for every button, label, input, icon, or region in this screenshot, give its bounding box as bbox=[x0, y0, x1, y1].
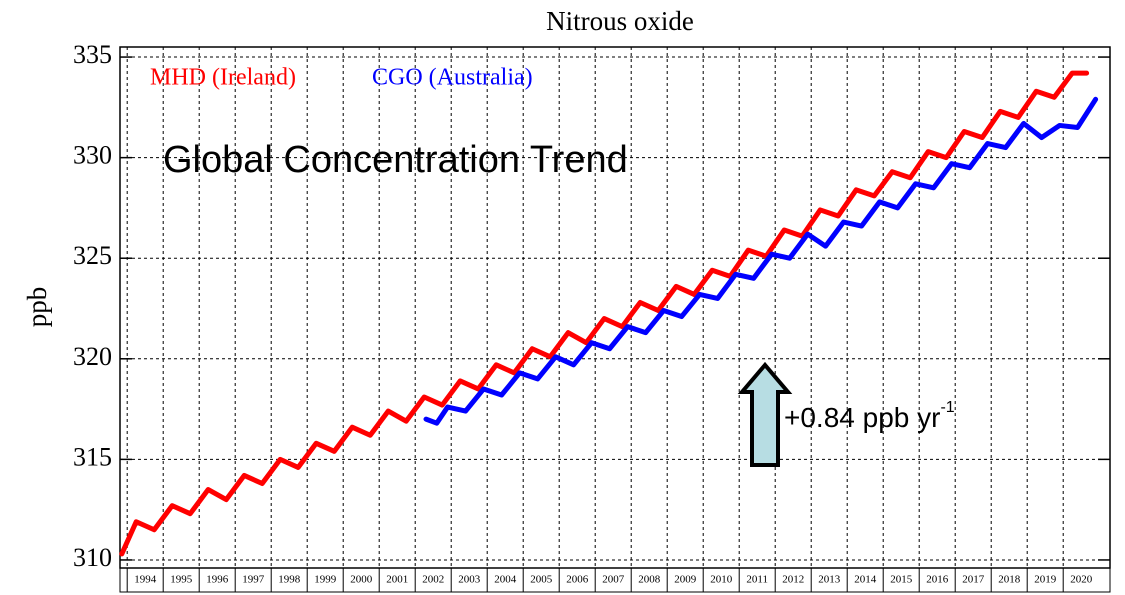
legend-entry: CGO (Australia) bbox=[372, 65, 533, 91]
arrow bbox=[737, 361, 793, 467]
x-tick-label: 2014 bbox=[854, 574, 877, 586]
x-tick-label: 2001 bbox=[386, 574, 408, 586]
x-tick-label: 2011 bbox=[746, 574, 768, 586]
x-tick-label: 2010 bbox=[710, 574, 733, 586]
rate-label: +0.84 ppb yr-1 bbox=[784, 399, 955, 433]
plot-frame bbox=[119, 46, 1111, 569]
x-tick-label: 2007 bbox=[602, 574, 625, 586]
chart-title: Nitrous oxide bbox=[546, 6, 694, 36]
x-tick-label: 1999 bbox=[314, 574, 337, 586]
x-tick-label: 1995 bbox=[170, 574, 193, 586]
x-tick-label: 1994 bbox=[134, 574, 157, 586]
x-tick-label: 2018 bbox=[998, 574, 1021, 586]
x-tick-label: 2017 bbox=[962, 574, 985, 586]
series-line bbox=[119, 70, 1090, 557]
y-tick-label: 320 bbox=[73, 342, 112, 371]
legend-entry: MHD (Ireland) bbox=[150, 65, 296, 91]
y-tick-label: 310 bbox=[73, 543, 112, 572]
x-tick-label: 2016 bbox=[926, 574, 949, 586]
rate-text: +0.84 ppb yr bbox=[784, 402, 940, 433]
x-tick-label: 2008 bbox=[638, 574, 661, 586]
rate-sup: -1 bbox=[940, 399, 954, 416]
lines bbox=[119, 70, 1099, 557]
x-tick-label: 2013 bbox=[818, 574, 841, 586]
x-tick-label: 2009 bbox=[674, 574, 697, 586]
x-tick-label: 2005 bbox=[530, 574, 553, 586]
x-tick-label: 2006 bbox=[566, 574, 589, 586]
x-tick-label: 2004 bbox=[494, 574, 517, 586]
x-tick-label: 1997 bbox=[242, 574, 265, 586]
annotation: Global Concentration Trend bbox=[163, 139, 628, 181]
x-tick-label: 2012 bbox=[782, 574, 804, 586]
x-tick-label: 2019 bbox=[1034, 574, 1057, 586]
y-tick-label: 330 bbox=[73, 141, 112, 170]
x-tick-label: 2000 bbox=[350, 574, 373, 586]
year-strip bbox=[119, 567, 1111, 593]
x-tick-label: 2020 bbox=[1070, 574, 1093, 586]
x-tick-label: 2002 bbox=[422, 574, 444, 586]
x-tick-label: 2015 bbox=[890, 574, 913, 586]
y-axis-label: ppb bbox=[22, 287, 52, 328]
y-tick-label: 335 bbox=[73, 40, 112, 69]
series-line bbox=[423, 96, 1099, 426]
grid bbox=[120, 47, 1110, 592]
x-tick-label: 2003 bbox=[458, 574, 481, 586]
y-tick-label: 315 bbox=[73, 442, 112, 471]
x-tick-label: 1998 bbox=[278, 574, 301, 586]
x-tick-label: 1996 bbox=[206, 574, 229, 586]
y-tick-label: 325 bbox=[73, 241, 112, 270]
